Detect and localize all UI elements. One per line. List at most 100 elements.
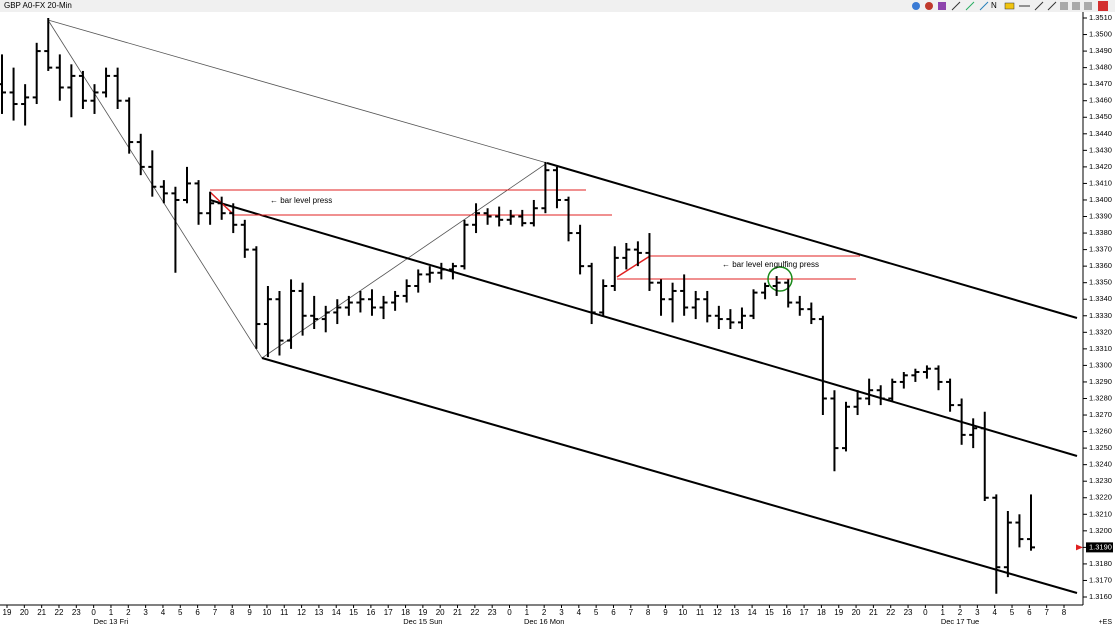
y-tick-label: 1.3370 [1089, 245, 1112, 254]
x-tick-label: 5 [1010, 608, 1015, 617]
corner-label: +ES [1099, 619, 1113, 626]
y-tick-label: 1.3480 [1089, 63, 1112, 72]
last-price-box [1086, 542, 1113, 553]
icon[interactable] [951, 1, 961, 11]
y-tick-label: 1.3350 [1089, 278, 1112, 287]
toolbar-icons[interactable]: N [912, 1, 1108, 11]
y-tick-label: 1.3170 [1089, 575, 1112, 584]
y-tick-label: 1.3400 [1089, 195, 1112, 204]
y-tick-label: 1.3380 [1089, 228, 1112, 237]
x-tick-label: 1 [940, 608, 945, 617]
x-tick-label: 19 [418, 608, 427, 617]
x-tick-label: 14 [748, 608, 757, 617]
icon[interactable] [925, 2, 933, 10]
x-tick-label: 11 [280, 608, 289, 617]
close-button[interactable] [1098, 1, 1108, 11]
y-tick-label: 1.3290 [1089, 377, 1112, 386]
icon[interactable] [1060, 2, 1068, 10]
y-tick-label: 1.3440 [1089, 129, 1112, 138]
x-tick-label: 8 [230, 608, 235, 617]
icon[interactable] [912, 2, 920, 10]
x-tick-label: 15 [349, 608, 358, 617]
y-tick-label: 1.3180 [1089, 559, 1112, 568]
y-tick-label: 1.3420 [1089, 162, 1112, 171]
x-tick-label: 9 [663, 608, 668, 617]
x-tick-label: 5 [594, 608, 599, 617]
y-tick-label: 1.3430 [1089, 145, 1112, 154]
y-tick-label: 1.3220 [1089, 493, 1112, 502]
x-tick-label: 22 [470, 608, 479, 617]
x-tick-label: 6 [611, 608, 616, 617]
x-tick-label: 4 [161, 608, 166, 617]
y-tick-label: 1.3300 [1089, 360, 1112, 369]
icon[interactable] [1047, 1, 1057, 11]
x-tick-label: 21 [37, 608, 46, 617]
chart-title: GBP A0-FX 20-Min [4, 1, 72, 10]
x-tick-label: 6 [1027, 608, 1032, 617]
y-tick-label: 1.3500 [1089, 30, 1112, 39]
y-tick-label: 1.3310 [1089, 344, 1112, 353]
date-label: Dec 13 Fri [94, 617, 129, 626]
x-tick-label: 23 [488, 608, 497, 617]
x-tick-label: 1 [525, 608, 530, 617]
x-tick-label: 16 [782, 608, 791, 617]
icon[interactable] [938, 2, 946, 10]
highlight-circle [767, 266, 793, 292]
x-tick-label: 15 [765, 608, 774, 617]
x-tick-label: 6 [195, 608, 200, 617]
icon[interactable] [1072, 2, 1080, 10]
icon[interactable] [1004, 2, 1015, 10]
x-tick-label: 4 [992, 608, 997, 617]
x-tick-label: 10 [262, 608, 271, 617]
drawings [47, 19, 1078, 594]
y-tick-label: 1.3490 [1089, 46, 1112, 55]
y-tick-label: 1.3340 [1089, 294, 1112, 303]
y-tick-label: 1.3510 [1089, 13, 1112, 22]
annotation: ← bar level engulfing press [722, 260, 819, 269]
x-tick-label: 18 [401, 608, 410, 617]
x-tick-label: 20 [852, 608, 861, 617]
x-tick-label: 17 [800, 608, 809, 617]
y-tick-label: 1.3460 [1089, 96, 1112, 105]
annotation: ← bar level press [270, 196, 332, 205]
x-tick-label: 11 [696, 608, 705, 617]
icon[interactable] [979, 1, 989, 11]
icon[interactable] [1034, 1, 1044, 11]
y-tick-label: 1.3330 [1089, 311, 1112, 320]
date-label: Dec 16 Mon [524, 617, 564, 626]
x-tick-label: 7 [629, 608, 634, 617]
y-tick-label: 1.3210 [1089, 509, 1112, 518]
y-tick-label: 1.3410 [1089, 178, 1112, 187]
x-tick-label: 7 [213, 608, 218, 617]
icon[interactable] [965, 1, 975, 11]
x-tick-label: 3 [975, 608, 980, 617]
x-tick-label: 20 [20, 608, 29, 617]
x-tick-label: 2 [542, 608, 547, 617]
x-tick-label: 0 [91, 608, 96, 617]
y-tick-label: 1.3270 [1089, 410, 1112, 419]
channel-line [261, 357, 1078, 594]
x-tick-label: 0 [923, 608, 928, 617]
y-tick-label: 1.3280 [1089, 393, 1112, 402]
x-tick-label: 12 [713, 608, 722, 617]
x-tick-label: 18 [817, 608, 826, 617]
icon[interactable] [1084, 2, 1092, 10]
x-tick-label: 0 [507, 608, 512, 617]
x-tick-label: 13 [314, 608, 323, 617]
y-tick-label: 1.3200 [1089, 526, 1112, 535]
x-tick-label: 10 [678, 608, 687, 617]
level-link [616, 255, 651, 278]
icon[interactable]: N [991, 1, 997, 10]
x-tick-label: 5 [178, 608, 183, 617]
date-label: Dec 15 Sun [403, 617, 442, 626]
y-tick-label: 1.3450 [1089, 112, 1112, 121]
x-tick-label: 2 [126, 608, 131, 617]
x-tick-label: 23 [904, 608, 913, 617]
last-price-label: 1.3190 [1089, 542, 1112, 551]
x-tick-label: 9 [247, 608, 252, 617]
x-tick-label: 8 [646, 608, 651, 617]
x-tick-label: 8 [1062, 608, 1067, 617]
x-tick-label: 19 [834, 608, 843, 617]
